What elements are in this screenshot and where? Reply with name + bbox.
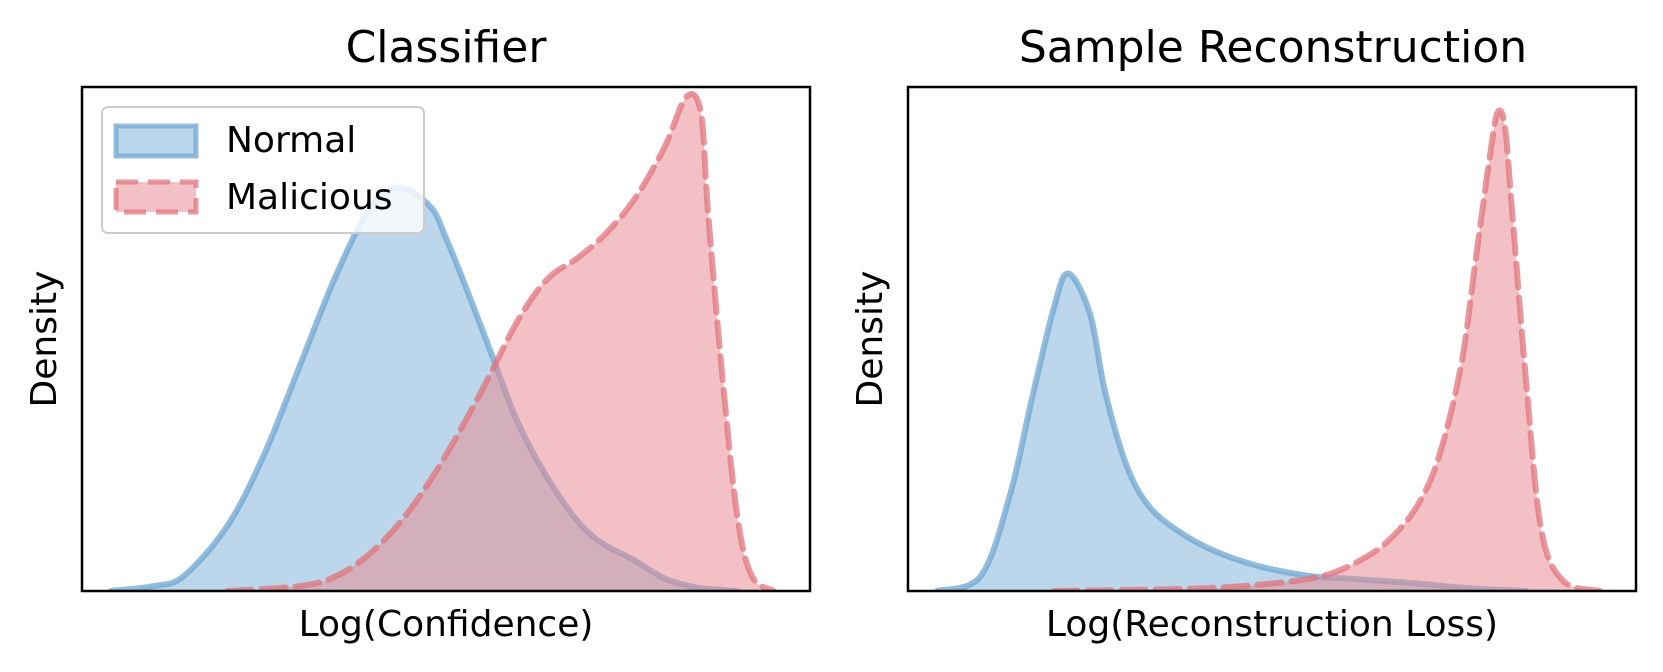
x-axis-label-classifier: Log(Confidence) <box>299 604 594 645</box>
y-axis-label-classifier: Density <box>24 271 65 408</box>
axes-frame-sample-reconstruction <box>906 85 1638 593</box>
density-line-malicious-sample-reconstruction <box>1050 107 1603 591</box>
plot-area-classifier <box>108 91 777 591</box>
legend: Normal Malicious <box>101 106 425 234</box>
plot-area-sample-reconstruction <box>934 107 1603 591</box>
y-axis-label-sample-reconstruction: Density <box>850 271 891 408</box>
panel-classifier: Classifier Log(Confidence) Density Norma… <box>24 22 812 645</box>
chart-title-sample-reconstruction: Sample Reconstruction <box>1019 22 1527 73</box>
x-axis-label-sample-reconstruction: Log(Reconstruction Loss) <box>1046 604 1498 645</box>
density-area-normal-classifier <box>111 187 738 591</box>
legend-swatch-normal <box>113 123 199 159</box>
panel-sample-reconstruction: Sample Reconstruction Log(Reconstruction… <box>850 22 1638 645</box>
legend-label-normal: Normal <box>226 120 356 161</box>
density-area-normal-sample-reconstruction <box>937 273 1527 591</box>
legend-label-malicious: Malicious <box>226 177 393 218</box>
density-area-malicious-sample-reconstruction <box>1053 110 1600 591</box>
legend-swatch-malicious <box>113 179 199 215</box>
chart-title-classifier: Classifier <box>346 22 548 73</box>
axes-frame-classifier <box>80 85 812 593</box>
density-line-malicious-classifier <box>224 91 777 591</box>
density-area-malicious-classifier <box>227 94 774 591</box>
